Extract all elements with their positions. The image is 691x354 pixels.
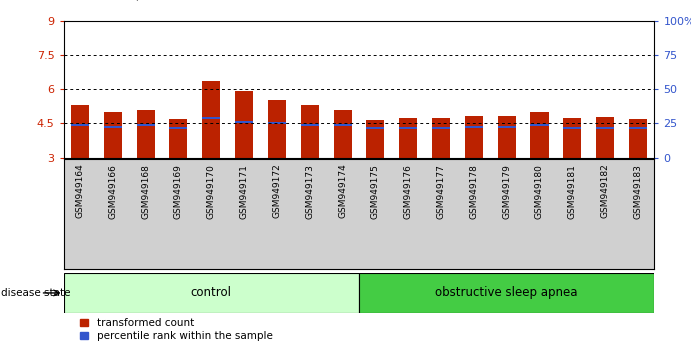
Bar xyxy=(399,127,417,130)
Bar xyxy=(301,124,319,126)
Bar xyxy=(596,117,614,158)
Text: GSM949173: GSM949173 xyxy=(305,164,314,218)
Bar xyxy=(137,124,155,126)
Bar xyxy=(268,99,286,158)
Bar xyxy=(202,81,220,158)
Bar xyxy=(498,126,515,128)
Text: GSM949164: GSM949164 xyxy=(75,164,84,218)
Bar xyxy=(366,127,384,130)
Bar xyxy=(432,127,450,130)
Text: GDS4857 / 8047213: GDS4857 / 8047213 xyxy=(67,0,207,2)
Text: GSM949166: GSM949166 xyxy=(108,164,117,218)
Text: GSM949177: GSM949177 xyxy=(437,164,446,218)
Bar xyxy=(104,126,122,128)
Text: GSM949171: GSM949171 xyxy=(240,164,249,218)
Text: GSM949172: GSM949172 xyxy=(272,164,281,218)
Legend: transformed count, percentile rank within the sample: transformed count, percentile rank withi… xyxy=(76,314,276,345)
Text: GSM949183: GSM949183 xyxy=(634,164,643,218)
Bar xyxy=(334,110,352,158)
Text: control: control xyxy=(191,286,231,299)
Bar xyxy=(301,105,319,158)
Bar xyxy=(465,115,483,158)
Bar xyxy=(563,127,581,129)
Bar xyxy=(498,115,515,158)
Text: GSM949174: GSM949174 xyxy=(338,164,347,218)
Bar xyxy=(531,124,549,126)
Text: GSM949180: GSM949180 xyxy=(535,164,544,218)
Text: GSM949169: GSM949169 xyxy=(174,164,183,218)
Bar xyxy=(137,110,155,158)
Text: GSM949175: GSM949175 xyxy=(371,164,380,218)
Bar xyxy=(71,105,89,158)
Bar xyxy=(268,122,286,124)
Bar xyxy=(563,119,581,158)
Bar xyxy=(465,126,483,128)
Text: obstructive sleep apnea: obstructive sleep apnea xyxy=(435,286,578,299)
Text: GSM949179: GSM949179 xyxy=(502,164,511,218)
Text: GSM949170: GSM949170 xyxy=(207,164,216,218)
Text: GSM949168: GSM949168 xyxy=(141,164,150,218)
Bar xyxy=(596,127,614,129)
Bar xyxy=(366,120,384,158)
Text: GSM949181: GSM949181 xyxy=(568,164,577,218)
Text: GSM949178: GSM949178 xyxy=(469,164,478,218)
Bar xyxy=(399,118,417,158)
Bar xyxy=(71,124,89,126)
Text: GSM949176: GSM949176 xyxy=(404,164,413,218)
Bar xyxy=(629,126,647,129)
Bar xyxy=(104,112,122,158)
Bar xyxy=(169,119,187,158)
Bar xyxy=(359,273,654,313)
Bar xyxy=(531,112,549,158)
Bar xyxy=(235,121,253,123)
Bar xyxy=(64,273,359,313)
Bar xyxy=(169,126,187,129)
Bar xyxy=(629,119,647,158)
Bar xyxy=(334,124,352,126)
Text: disease state: disease state xyxy=(1,288,71,298)
Bar xyxy=(432,118,450,158)
Bar xyxy=(235,91,253,158)
Text: GSM949182: GSM949182 xyxy=(600,164,609,218)
Bar xyxy=(202,117,220,119)
